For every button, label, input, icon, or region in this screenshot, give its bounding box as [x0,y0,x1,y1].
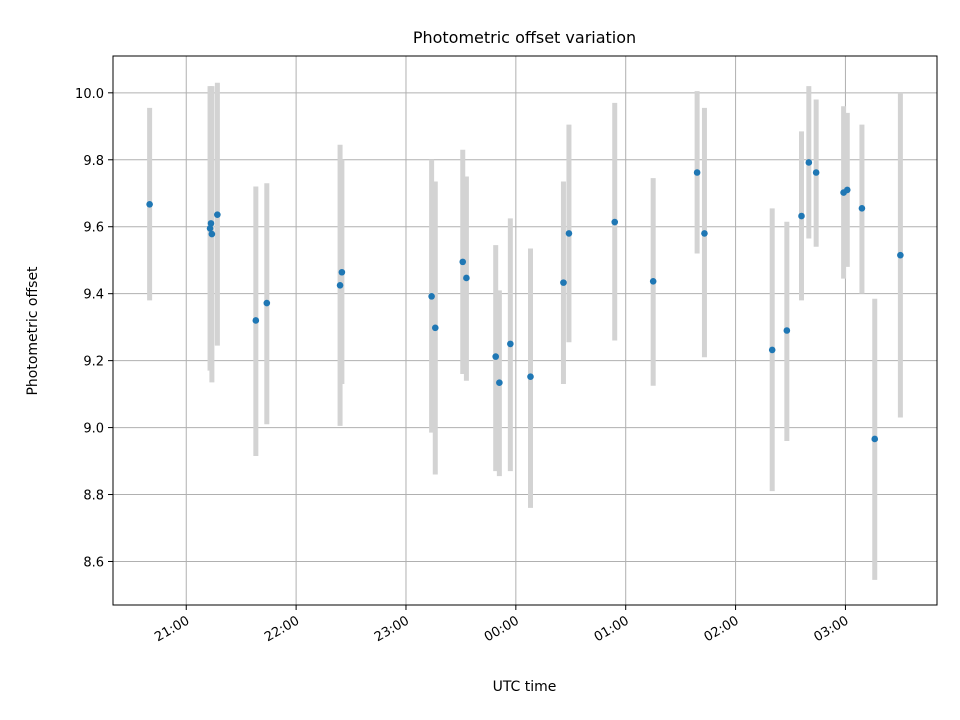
data-point [805,159,813,166]
data-point [858,205,866,212]
x-axis-label: UTC time [493,679,557,695]
plot-area [112,55,938,606]
data-point [459,258,467,266]
data-point [208,230,216,238]
data-point [338,268,346,276]
data-point [649,277,657,285]
data-point [496,379,503,387]
chart-title: Photometric offset variation [413,28,636,47]
data-points [146,159,904,443]
data-point [263,299,271,307]
y-tick-label: 9.4 [83,288,104,303]
y-axis-label: Photometric offset [25,266,41,396]
data-point [527,373,534,380]
y-tick-label: 8.6 [83,555,104,570]
data-point [214,211,221,218]
y-tick-label: 10.0 [75,87,104,102]
data-point [798,212,805,220]
data-point [336,282,344,289]
data-point [611,218,619,226]
data-point [693,169,701,176]
data-point [492,353,500,360]
y-tick-label: 9.8 [83,154,104,169]
data-point [206,225,214,232]
y-tick-label: 9.2 [83,355,104,370]
grid [113,56,937,605]
data-point [507,340,514,348]
y-tick-label: 8.8 [83,489,104,504]
data-point [843,186,851,194]
y-tick-label: 9.6 [83,221,104,236]
data-point [428,293,435,300]
data-point [252,317,260,324]
data-point [897,251,904,259]
data-point [463,274,470,282]
y-tick-label: 9.0 [83,422,104,437]
data-point [207,220,215,227]
data-point [431,324,439,332]
data-point [560,279,567,286]
data-point [565,230,573,237]
data-point [146,200,153,208]
data-point [701,230,708,237]
data-point [871,435,879,443]
data-point [812,169,820,176]
data-point [768,346,776,354]
data-point [783,327,791,334]
